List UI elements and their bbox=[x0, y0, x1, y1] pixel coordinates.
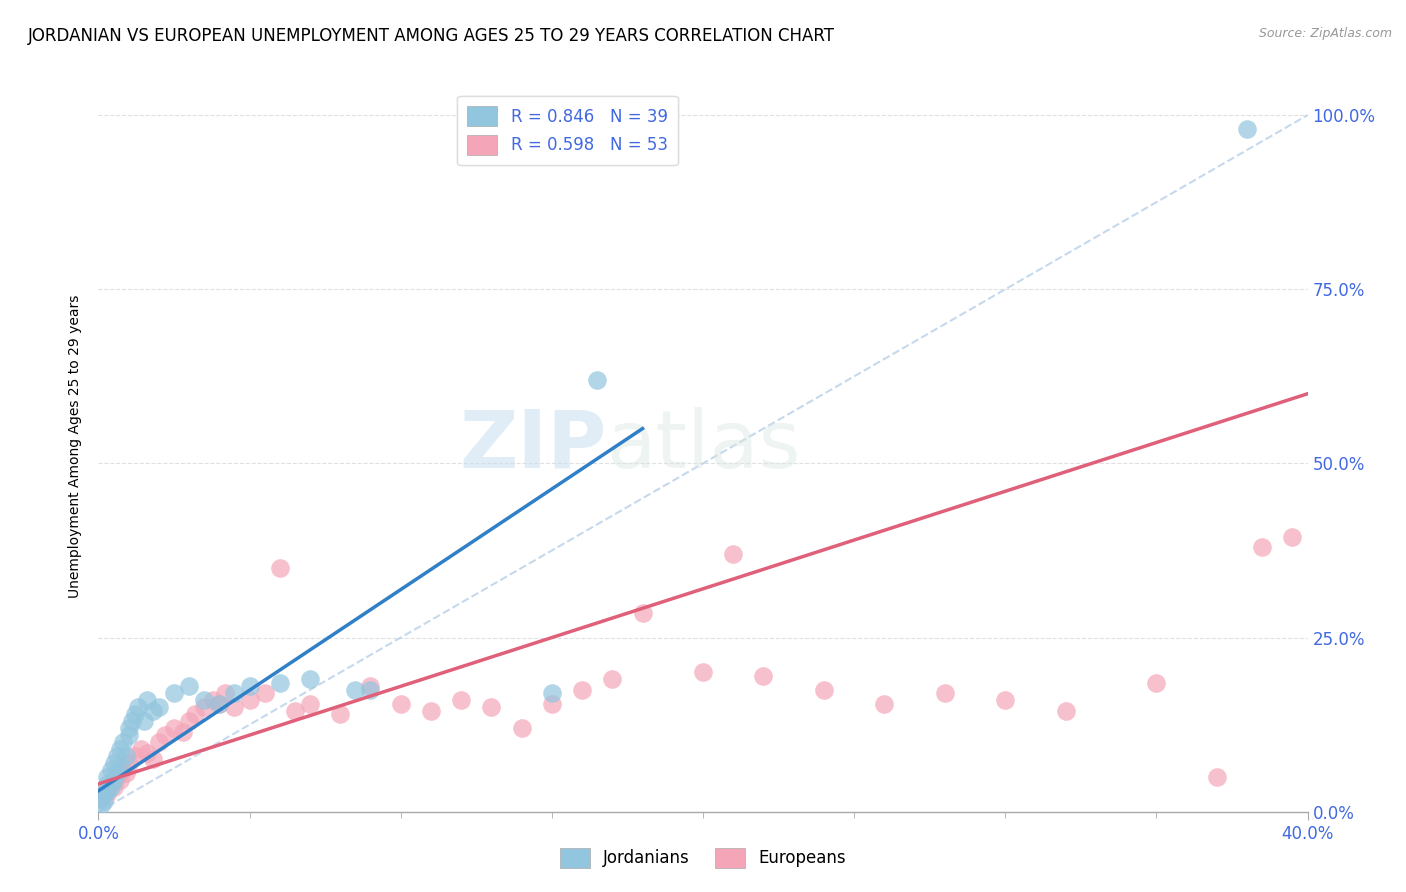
Point bbox=[105, 749, 128, 764]
Point bbox=[100, 777, 122, 791]
Point bbox=[202, 693, 225, 707]
Point bbox=[111, 735, 134, 749]
Point bbox=[93, 784, 115, 798]
Point bbox=[103, 756, 125, 770]
Point bbox=[148, 700, 170, 714]
Point bbox=[114, 766, 136, 780]
Point bbox=[253, 686, 276, 700]
Point bbox=[631, 606, 654, 620]
Point bbox=[124, 707, 146, 722]
Point bbox=[100, 763, 122, 777]
Point bbox=[103, 780, 125, 795]
Point bbox=[994, 693, 1017, 707]
Point bbox=[224, 700, 246, 714]
Point bbox=[96, 777, 118, 791]
Legend: R = 0.846   N = 39, R = 0.598   N = 53: R = 0.846 N = 39, R = 0.598 N = 53 bbox=[457, 96, 678, 165]
Point bbox=[90, 790, 112, 805]
Point bbox=[93, 794, 115, 808]
Point bbox=[193, 700, 215, 714]
Point bbox=[873, 697, 896, 711]
Point bbox=[208, 697, 231, 711]
Point bbox=[114, 749, 136, 764]
Point bbox=[184, 707, 207, 722]
Point bbox=[1251, 540, 1274, 554]
Point bbox=[179, 679, 201, 693]
Point bbox=[1054, 704, 1077, 718]
Point bbox=[481, 700, 503, 714]
Point bbox=[96, 787, 118, 801]
Point bbox=[163, 686, 186, 700]
Point bbox=[135, 693, 157, 707]
Point bbox=[602, 673, 624, 687]
Point bbox=[96, 784, 118, 798]
Point bbox=[450, 693, 472, 707]
Point bbox=[142, 704, 165, 718]
Point bbox=[360, 682, 382, 697]
Text: JORDANIAN VS EUROPEAN UNEMPLOYMENT AMONG AGES 25 TO 29 YEARS CORRELATION CHART: JORDANIAN VS EUROPEAN UNEMPLOYMENT AMONG… bbox=[28, 27, 835, 45]
Point bbox=[360, 679, 382, 693]
Point bbox=[172, 724, 194, 739]
Point bbox=[1236, 122, 1258, 136]
Point bbox=[586, 373, 609, 387]
Point bbox=[284, 704, 307, 718]
Point bbox=[1206, 770, 1229, 784]
Point bbox=[111, 763, 134, 777]
Point bbox=[208, 697, 231, 711]
Point bbox=[118, 728, 141, 742]
Point bbox=[299, 697, 322, 711]
Point bbox=[1281, 530, 1303, 544]
Point bbox=[132, 714, 155, 728]
Text: atlas: atlas bbox=[606, 407, 800, 485]
Point bbox=[420, 704, 443, 718]
Point bbox=[90, 790, 112, 805]
Text: ZIP: ZIP bbox=[458, 407, 606, 485]
Point bbox=[118, 756, 141, 770]
Point bbox=[1144, 676, 1167, 690]
Point bbox=[108, 742, 131, 756]
Point bbox=[96, 770, 118, 784]
Point bbox=[934, 686, 956, 700]
Point bbox=[813, 682, 835, 697]
Point bbox=[389, 697, 412, 711]
Point bbox=[105, 770, 128, 784]
Text: Source: ZipAtlas.com: Source: ZipAtlas.com bbox=[1258, 27, 1392, 40]
Point bbox=[163, 721, 186, 735]
Point bbox=[723, 547, 745, 561]
Point bbox=[299, 673, 322, 687]
Point bbox=[179, 714, 201, 728]
Point bbox=[329, 707, 352, 722]
Point bbox=[124, 749, 146, 764]
Point bbox=[90, 797, 112, 812]
Point bbox=[100, 780, 122, 795]
Point bbox=[148, 735, 170, 749]
Legend: Jordanians, Europeans: Jordanians, Europeans bbox=[554, 841, 852, 875]
Point bbox=[118, 721, 141, 735]
Point bbox=[103, 773, 125, 788]
Point bbox=[108, 759, 131, 773]
Point bbox=[540, 686, 562, 700]
Point bbox=[127, 700, 149, 714]
Point bbox=[239, 679, 262, 693]
Point bbox=[752, 669, 775, 683]
Point bbox=[108, 773, 131, 788]
Point bbox=[540, 697, 562, 711]
Point bbox=[344, 682, 367, 697]
Point bbox=[692, 665, 714, 680]
Point bbox=[129, 742, 152, 756]
Point bbox=[153, 728, 176, 742]
Point bbox=[135, 746, 157, 760]
Y-axis label: Unemployment Among Ages 25 to 29 years: Unemployment Among Ages 25 to 29 years bbox=[69, 294, 83, 598]
Point bbox=[105, 766, 128, 780]
Point bbox=[269, 676, 291, 690]
Point bbox=[239, 693, 262, 707]
Point bbox=[193, 693, 215, 707]
Point bbox=[121, 714, 143, 728]
Point bbox=[269, 561, 291, 575]
Point bbox=[571, 682, 593, 697]
Point bbox=[510, 721, 533, 735]
Point bbox=[214, 686, 236, 700]
Point bbox=[93, 787, 115, 801]
Point bbox=[142, 752, 165, 766]
Point bbox=[224, 686, 246, 700]
